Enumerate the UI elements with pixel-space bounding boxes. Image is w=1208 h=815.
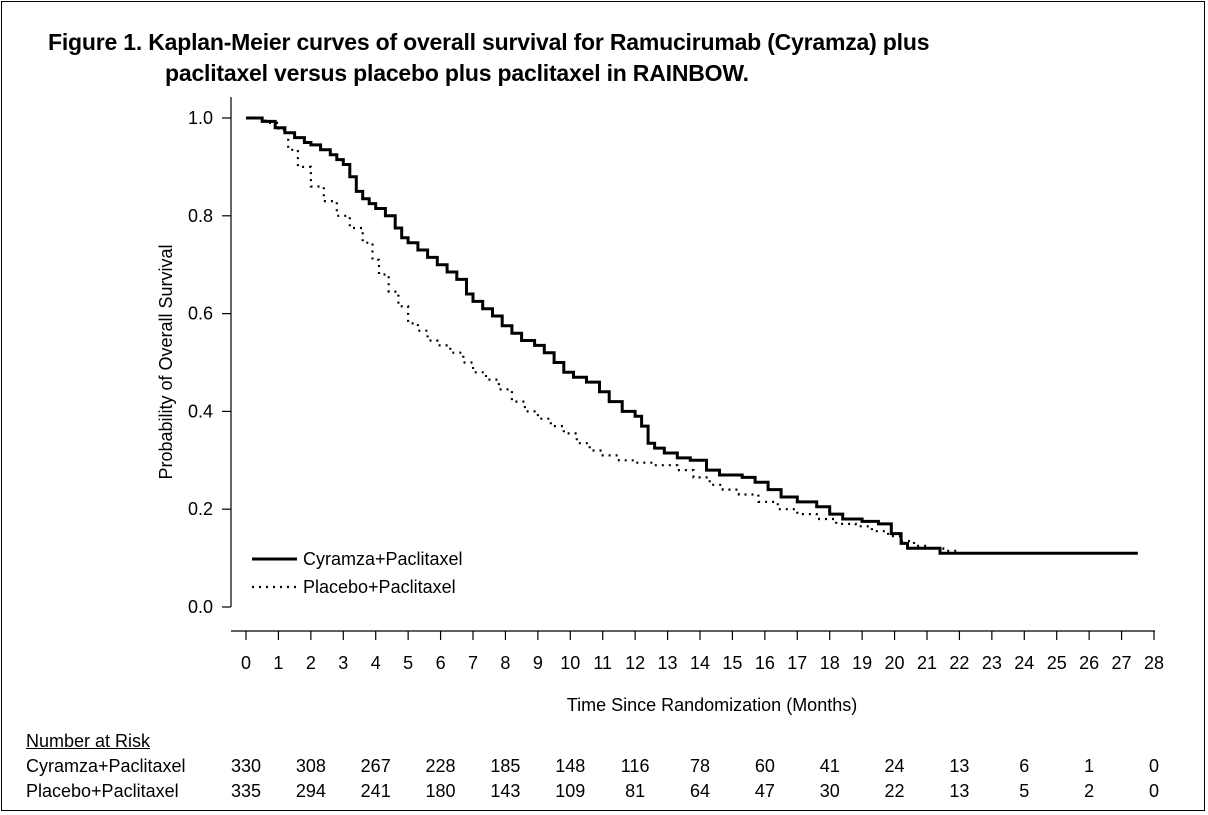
x-tick-label: 19	[852, 653, 872, 673]
risk-count: 41	[819, 756, 840, 776]
x-tick-label: 15	[722, 653, 742, 673]
risk-count: 143	[490, 781, 521, 801]
risk-count: 330	[230, 756, 262, 776]
risk-count: 5	[1019, 781, 1030, 801]
x-tick-label: 22	[949, 653, 969, 673]
risk-count: 13	[949, 756, 970, 776]
x-tick-label: 1	[273, 653, 283, 673]
x-tick-label: 16	[755, 653, 775, 673]
figure-title: Figure 1. Kaplan-Meier curves of overall…	[48, 27, 929, 89]
risk-count: 0	[1148, 756, 1159, 776]
risk-count: 180	[425, 781, 456, 801]
axes: 0.0 0.2 0.4 0.6 0.8 1.0 Probability of Overall…	[156, 97, 1164, 715]
x-tick-label: 0	[241, 653, 251, 673]
x-tick-label: 18	[820, 653, 840, 673]
y-tick-label: 0.0	[188, 597, 213, 617]
risk-count: 294	[295, 781, 326, 801]
y-tick-label: 0.8	[188, 206, 213, 226]
risk-count: 47	[754, 781, 775, 801]
risk-count: 24	[884, 756, 905, 776]
risk-row-label: Cyramza+Paclitaxel	[26, 756, 186, 776]
risk-table-title: Number at Risk	[26, 731, 151, 751]
y-tick-label: 0.4	[188, 401, 213, 421]
x-tick-label: 26	[1079, 653, 1099, 673]
x-tick-label: 8	[500, 653, 510, 673]
x-tick-label: 20	[885, 653, 905, 673]
series-line-cyramza-paclitaxel	[246, 116, 1138, 555]
risk-count: 308	[295, 756, 326, 776]
risk-count: 335	[230, 781, 262, 801]
risk-count: 241	[360, 781, 391, 801]
x-tick-label: 11	[593, 653, 612, 673]
x-tick-label: 25	[1047, 653, 1067, 673]
x-tick-label: 17	[787, 653, 807, 673]
risk-count: 78	[689, 756, 711, 776]
x-tick-label: 23	[982, 653, 1002, 673]
risk-count: 64	[689, 781, 711, 801]
legend: Cyramza+Paclitaxel Placebo+Paclitaxel	[252, 549, 463, 597]
x-tick-label: 21	[917, 653, 937, 673]
survival-curves	[246, 116, 1138, 555]
y-tick-label: 0.6	[188, 304, 213, 324]
x-tick-label: 4	[371, 653, 381, 673]
risk-count: 81	[625, 781, 646, 801]
x-tick-label: 14	[690, 653, 710, 673]
figure-title-line-1: Figure 1. Kaplan-Meier curves of overall…	[48, 29, 930, 55]
x-tick-label: 24	[1014, 653, 1034, 673]
risk-count: 1	[1084, 756, 1095, 776]
risk-count: 30	[819, 781, 840, 801]
x-tick-label: 10	[560, 653, 580, 673]
x-tick-label: 28	[1144, 653, 1164, 673]
figure-title-line-2: paclitaxel versus placebo plus paclitaxe…	[165, 60, 749, 86]
risk-count: 228	[425, 756, 456, 776]
x-tick-label: 5	[403, 653, 413, 673]
risk-count: 2	[1084, 781, 1095, 801]
x-tick-label: 6	[436, 653, 446, 673]
risk-count: 6	[1019, 756, 1030, 776]
legend-label: Cyramza+Paclitaxel	[303, 549, 463, 569]
x-tick-label: 7	[468, 653, 478, 673]
x-axis-label: Time Since Randomization (Months)	[567, 695, 857, 715]
risk-row-label: Placebo+Paclitaxel	[26, 781, 179, 801]
x-tick-label: 9	[533, 653, 543, 673]
series-line-placebo-paclitaxel	[246, 116, 1138, 555]
risk-count: 148	[555, 756, 586, 776]
risk-count: 109	[555, 781, 586, 801]
y-tick-label: 0.2	[188, 499, 213, 519]
risk-count: 0	[1148, 781, 1159, 801]
risk-count: 22	[884, 781, 905, 801]
risk-count: 13	[949, 781, 970, 801]
y-tick-label: 1.0	[188, 108, 213, 128]
y-axis-label: Probability of Overall Survival	[156, 244, 176, 479]
x-tick-label: 13	[658, 653, 678, 673]
risk-count: 267	[360, 756, 391, 776]
risk-count: 60	[754, 756, 775, 776]
x-tick-label: 12	[625, 653, 645, 673]
x-tick-label: 2	[306, 653, 316, 673]
x-tick-label: 27	[1112, 653, 1132, 673]
risk-count: 185	[490, 756, 521, 776]
legend-label: Placebo+Paclitaxel	[303, 577, 456, 597]
x-tick-label: 3	[338, 653, 348, 673]
risk-count: 116	[620, 756, 650, 776]
